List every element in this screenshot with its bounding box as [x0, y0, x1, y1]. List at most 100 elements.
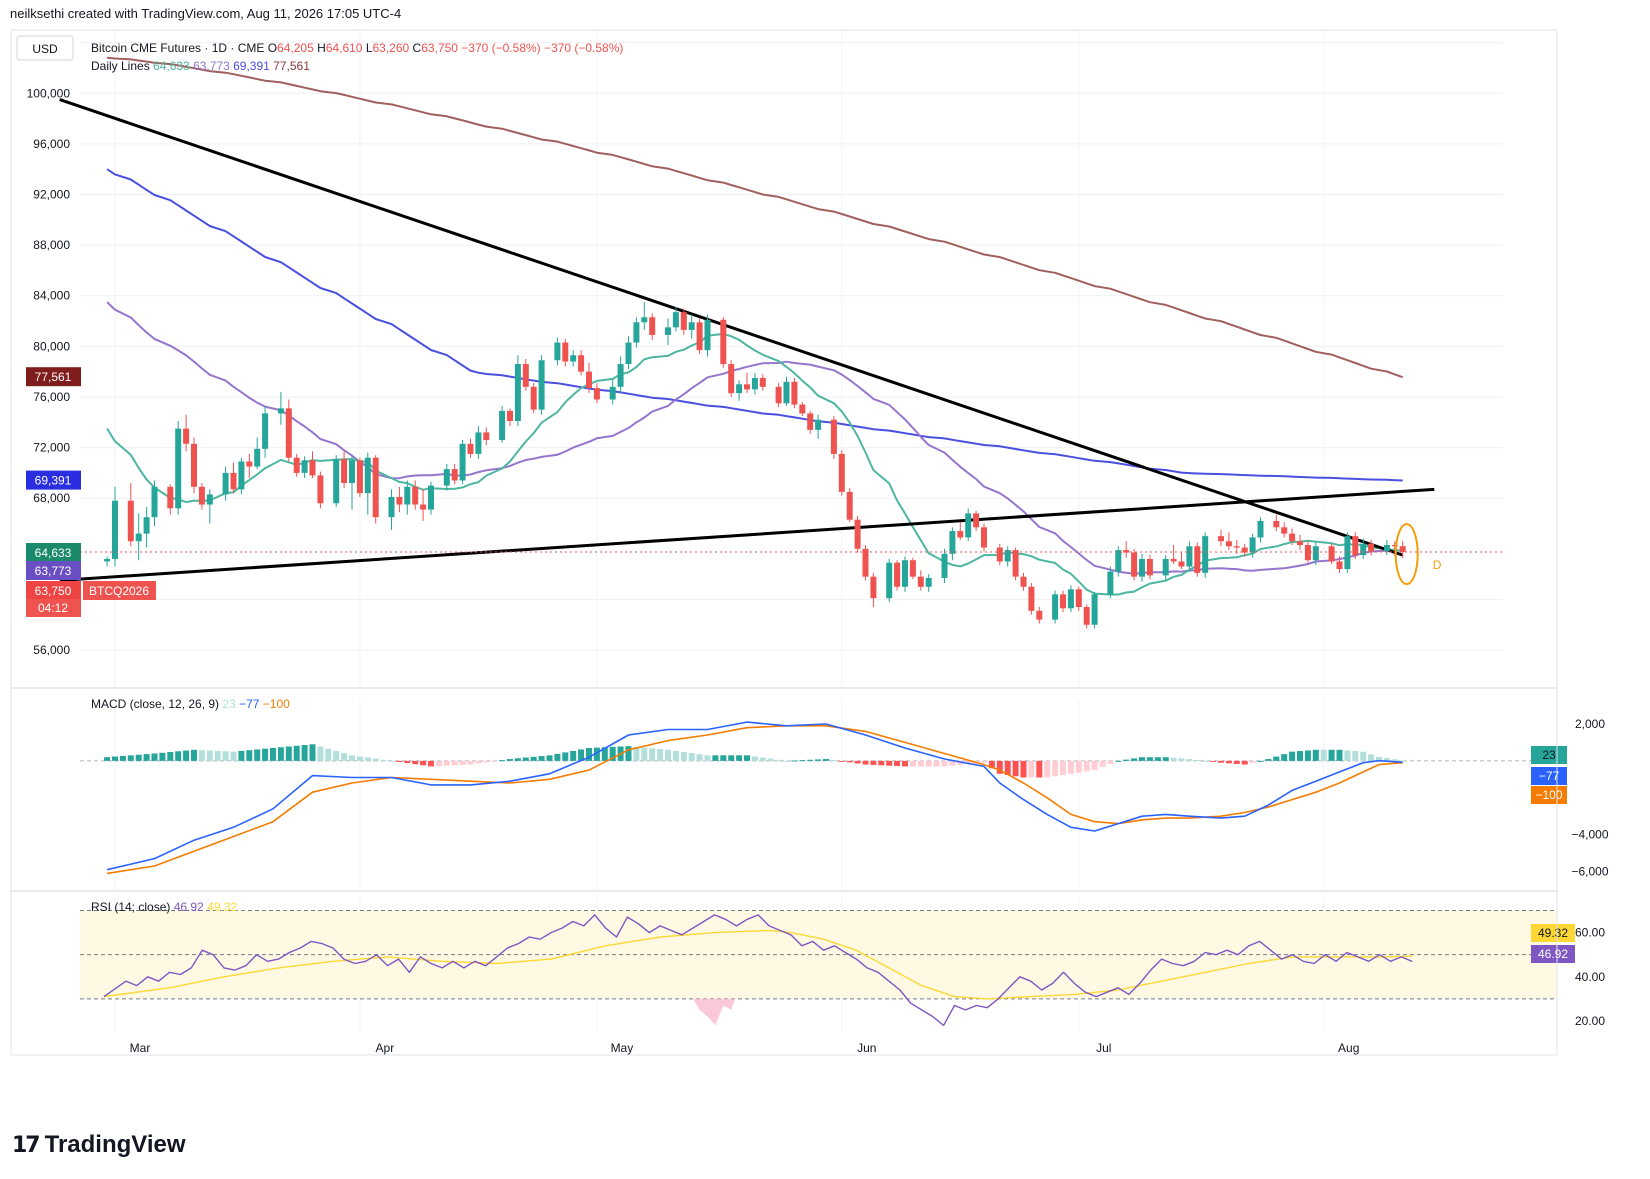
- macd-histogram-bar: [1107, 760, 1114, 764]
- candle: [396, 496, 403, 505]
- candle: [1202, 536, 1209, 573]
- candle: [1162, 558, 1169, 576]
- candle: [1352, 536, 1359, 556]
- macd-histogram-bar: [206, 750, 213, 761]
- macd-histogram-bar: [1360, 751, 1367, 761]
- macd-histogram-bar: [641, 747, 648, 761]
- macd-histogram-bar: [143, 754, 150, 761]
- candle: [854, 519, 861, 549]
- rsi-legend: RSI (14; close) 46.92 49.32: [91, 900, 237, 914]
- candle: [965, 513, 972, 538]
- rsi-title: RSI (14; close): [91, 900, 174, 914]
- candle: [775, 386, 782, 404]
- candle: [578, 355, 585, 372]
- macd-histogram-bar: [1312, 749, 1319, 761]
- macd-hist-value: 23: [222, 697, 239, 711]
- candle: [1178, 561, 1185, 567]
- macd-histogram-bar: [1265, 759, 1272, 761]
- macd-histogram-bar: [1210, 760, 1217, 762]
- macd-line: [106, 721, 1403, 871]
- time-axis[interactable]: Mar Apr May Jun Jul Aug: [130, 1041, 1360, 1055]
- candle: [1004, 550, 1011, 562]
- candle: [1312, 546, 1319, 561]
- macd-histogram-bar: [981, 760, 987, 763]
- macd-signal-line: [106, 724, 1403, 875]
- macd-histogram-bar: [1225, 760, 1232, 764]
- macd-histogram-bar: [862, 760, 869, 765]
- macd-histogram-bar: [1241, 760, 1248, 765]
- candle: [1170, 558, 1177, 562]
- macd-tag-label: −77: [1539, 769, 1560, 783]
- macd-histogram-bar: [728, 755, 735, 761]
- ohlc-close: 63,750: [421, 41, 461, 55]
- macd-histogram-bar: [609, 746, 616, 761]
- price-tick-label: 88,000: [33, 238, 70, 252]
- ma100-line: [106, 168, 1403, 482]
- ohlc-label: H: [317, 41, 326, 55]
- candle: [143, 517, 150, 534]
- macd-histogram-bar: [830, 760, 837, 762]
- candle: [744, 384, 750, 390]
- macd-histogram-bar: [712, 755, 719, 761]
- macd-histogram-bar: [341, 753, 348, 761]
- candle: [507, 410, 513, 422]
- macd-histogram-bar: [775, 759, 782, 761]
- rsi-tag-label: 49.32: [1538, 926, 1568, 940]
- rsi-tag: [1531, 924, 1575, 942]
- macd-histogram-bar: [238, 750, 245, 761]
- macd-histogram-bar: [214, 750, 221, 761]
- macd-histogram-bar: [1115, 760, 1122, 762]
- tradingview-logo[interactable]: 17 TradingView: [12, 1131, 186, 1159]
- currency-button: [16, 35, 74, 61]
- macd-histogram-bar: [1162, 757, 1169, 761]
- candle: [1297, 541, 1303, 546]
- candle: [364, 457, 371, 494]
- time-tick-label: Mar: [130, 1041, 151, 1055]
- candle: [917, 576, 924, 587]
- macd-histogram-bar: [554, 753, 561, 761]
- macd-histogram-bar: [838, 760, 845, 762]
- macd-histogram-bar: [593, 747, 600, 761]
- macd-tick-label: 2,000: [1575, 717, 1605, 731]
- countdown-tag: [26, 599, 81, 617]
- symbol-name: Bitcoin CME Futures · 1D · CME: [91, 41, 268, 55]
- macd-histogram-bar: [1170, 757, 1177, 761]
- macd-histogram-bar: [1067, 760, 1074, 774]
- candle: [1233, 546, 1240, 548]
- macd-histogram-bar: [1123, 759, 1130, 761]
- macd-histogram-bar: [1376, 757, 1382, 761]
- candle: [1194, 546, 1201, 573]
- candle: [451, 469, 458, 481]
- macd-histogram-bar: [672, 750, 679, 761]
- candle: [1273, 520, 1280, 528]
- price-pane[interactable]: 104,000100,00096,00092,00088,00084,00080…: [26, 30, 1503, 1032]
- trendline: [59, 487, 1435, 582]
- candle: [206, 494, 213, 505]
- candle: [530, 386, 537, 410]
- candle: [499, 410, 506, 440]
- candle: [759, 377, 766, 387]
- candle: [680, 312, 687, 330]
- legend-overlay: USD Bitcoin CME Futures · 1D · CME O64,20…: [10, 29, 1558, 1056]
- macd-histogram-bar: [751, 756, 758, 761]
- macd-value: −77: [239, 697, 263, 711]
- macd-tag: [1531, 786, 1567, 804]
- macd-pane[interactable]: 2,000 −4,000 −6,000 23 −77 −100: [80, 717, 1609, 879]
- price-tick-label: 92,000: [33, 188, 70, 202]
- macd-histogram-bar: [412, 760, 419, 765]
- candle: [1012, 550, 1019, 577]
- macd-histogram-bar: [625, 746, 632, 761]
- macd-histogram-bar: [293, 745, 300, 761]
- macd-histogram-bar: [546, 755, 553, 761]
- candle: [633, 322, 640, 343]
- candle: [1344, 536, 1351, 570]
- macd-histogram-bar: [1044, 760, 1051, 778]
- macd-histogram-bar: [119, 755, 126, 761]
- candle: [554, 342, 561, 361]
- macd-histogram-bar: [1391, 759, 1398, 761]
- rsi-pane[interactable]: 60.00 40.00 20.00 49.32 46.92: [80, 909, 1605, 1028]
- candle: [191, 443, 197, 487]
- macd-histogram-bar: [1289, 751, 1296, 761]
- macd-histogram-bar: [1146, 757, 1153, 761]
